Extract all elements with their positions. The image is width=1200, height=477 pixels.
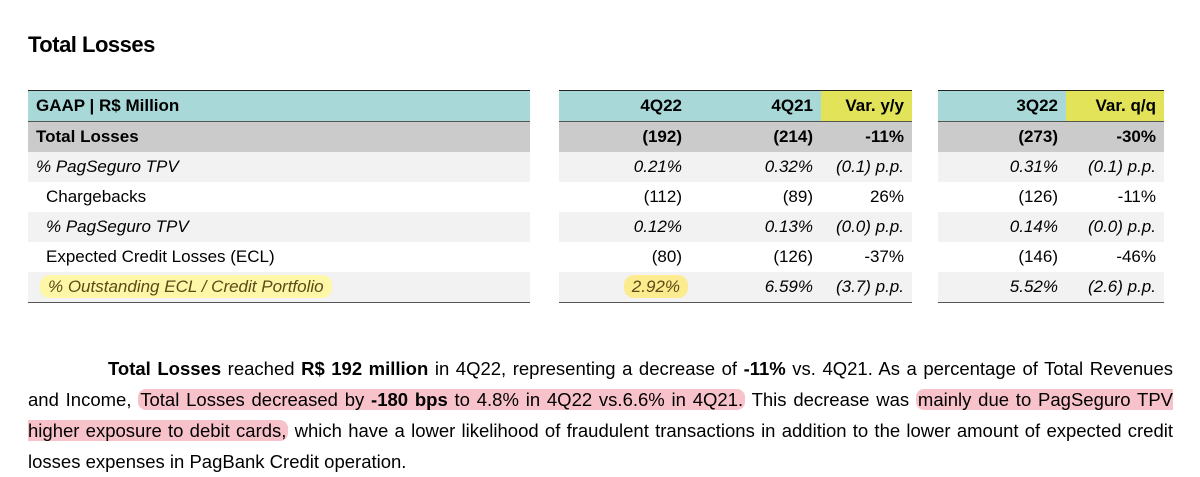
para-text: vs. 4Q21. As a percentage of Total Reven… (28, 357, 1174, 410)
cell-ecl-pct-var-yy: (3.7) p.p. (821, 272, 912, 303)
cell-tpv-3q22: 0.31% (938, 152, 1066, 182)
cell-total-var-yy: -11% (821, 121, 912, 152)
cell-chargebacks-3q22: (126) (1018, 187, 1058, 206)
cell-ecl-pct-4q22: 2.92% (623, 275, 688, 298)
para-text: in 4Q22, representing a decrease of (428, 357, 744, 379)
losses-yy-table: 4Q22 4Q21 Var. y/y (192) (214) -11% 0.21… (559, 90, 912, 303)
header-var-yy: Var. y/y (821, 90, 912, 122)
cell-total-4q22: (192) (559, 121, 690, 152)
losses-label-table: GAAP | R$ Million Total Losses % PagSegu… (28, 90, 530, 303)
para-bps: -180 bps (371, 388, 448, 410)
row-label-tpv-pct: % PagSeguro TPV (28, 152, 530, 182)
header-4q22: 4Q22 (559, 90, 690, 122)
row-label-ecl: Expected Credit Losses (ECL) (46, 247, 275, 266)
cell-tpv-4q21: 0.32% (690, 152, 821, 182)
cell-chargebacks-4q21: (89) (782, 187, 813, 206)
para-text: to 4.8% in 4Q22 vs.6.6% in 4Q21. (447, 388, 744, 410)
cell-total-3q22: (273) (938, 121, 1066, 152)
para-total-losses: Total Losses (108, 357, 222, 379)
cell-cb-tpv-4q22: 0.12% (559, 212, 690, 242)
para-pct: -11% (743, 357, 786, 379)
row-label-ecl-portfolio-pct: % Outstanding ECL / Credit Portfolio (40, 275, 332, 298)
para-text: which have a lower likelihood of fraudul… (28, 419, 1173, 472)
cell-ecl-pct-var-qq: (2.6) p.p. (1066, 272, 1164, 303)
cell-ecl-4q21: (126) (773, 247, 813, 266)
cell-chargebacks-4q22: (112) (643, 187, 682, 206)
para-highlight-decrease: Total Losses decreased by -180 bps to 4.… (138, 388, 746, 410)
cell-cb-tpv-var-qq: (0.0) p.p. (1066, 212, 1164, 242)
cell-cb-tpv-3q22: 0.14% (938, 212, 1066, 242)
para-text: reached (221, 357, 302, 379)
cell-tpv-var-qq: (0.1) p.p. (1066, 152, 1164, 182)
cell-ecl-3q22: (146) (1018, 247, 1058, 266)
cell-ecl-var-qq: -46% (1116, 247, 1156, 266)
losses-qq-table: 3Q22 Var. q/q (273) -30% 0.31% (0.1) p.p… (938, 90, 1164, 303)
para-amount: R$ 192 million (301, 357, 429, 379)
cell-ecl-pct-4q21: 6.59% (690, 272, 821, 303)
cell-ecl-pct-3q22: 5.52% (938, 272, 1066, 303)
para-text: This decrease was (745, 388, 916, 410)
cell-ecl-var-yy: -37% (864, 247, 904, 266)
cell-ecl-4q22: (80) (651, 247, 682, 266)
header-label: GAAP | R$ Million (28, 90, 530, 122)
header-4q21: 4Q21 (690, 90, 821, 122)
header-var-qq: Var. q/q (1066, 90, 1164, 122)
cell-cb-tpv-var-yy: (0.0) p.p. (821, 212, 912, 242)
row-label-chargebacks: Chargebacks (46, 187, 147, 206)
summary-paragraph: Total Losses reached R$ 192 million in 4… (28, 353, 1174, 477)
cell-chargebacks-var-qq: -11% (1117, 187, 1156, 206)
row-label-chargebacks-tpv-pct: % PagSeguro TPV (28, 212, 530, 242)
section-title: Total Losses (28, 32, 155, 57)
para-text: Total Losses decreased by (140, 388, 372, 410)
header-3q22: 3Q22 (938, 90, 1066, 122)
cell-chargebacks-var-yy: 26% (869, 187, 904, 206)
cell-cb-tpv-4q21: 0.13% (690, 212, 821, 242)
cell-tpv-var-yy: (0.1) p.p. (821, 152, 912, 182)
cell-total-4q21: (214) (690, 121, 821, 152)
cell-tpv-4q22: 0.21% (559, 152, 690, 182)
cell-total-var-qq: -30% (1066, 121, 1164, 152)
row-label-total-losses: Total Losses (28, 121, 530, 152)
